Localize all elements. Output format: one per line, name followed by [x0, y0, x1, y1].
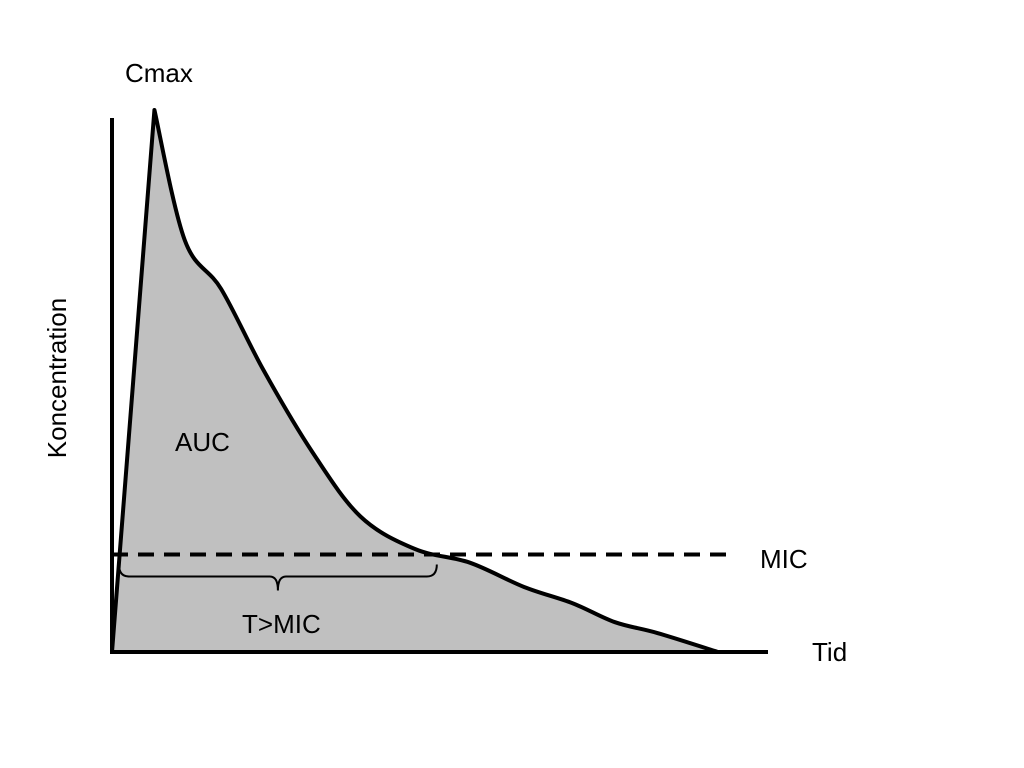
- y-axis-label: Koncentration: [42, 298, 72, 458]
- auc-area: [112, 110, 718, 652]
- cmax-label: Cmax: [125, 58, 193, 88]
- x-axis-label: Tid: [812, 637, 847, 667]
- concentration-curve: [110, 108, 719, 654]
- plot-area: [110, 108, 768, 654]
- mic-label: MIC: [760, 544, 808, 574]
- auc-label: AUC: [175, 427, 230, 457]
- t-above-mic-label: T>MIC: [242, 609, 321, 639]
- t-above-mic-bracket: [118, 564, 438, 591]
